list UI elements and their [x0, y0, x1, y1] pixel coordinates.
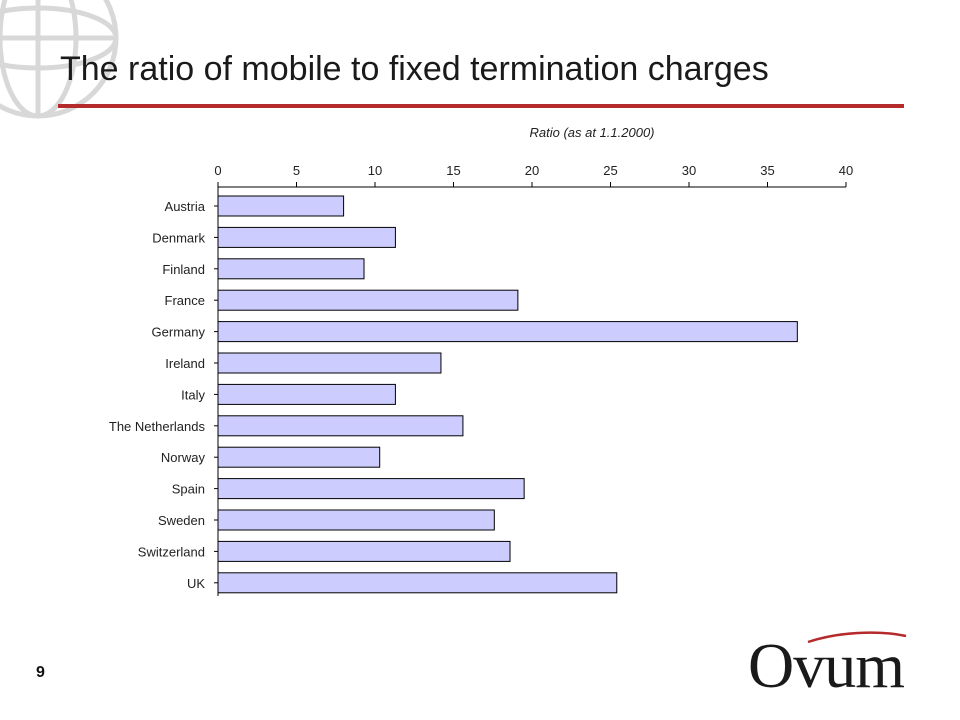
x-tick-label: 15: [446, 163, 460, 178]
x-tick-label: 35: [760, 163, 774, 178]
globe-watermark-icon: [0, 0, 119, 119]
bar-the-netherlands: [217, 415, 464, 437]
x-tick-label: 0: [214, 163, 221, 178]
x-tick-label: 30: [682, 163, 696, 178]
page-number: 9: [36, 664, 45, 681]
x-tick-label: 10: [368, 163, 382, 178]
x-tick-label: 40: [839, 163, 853, 178]
bar-switzerland: [217, 540, 511, 562]
category-label: Norway: [161, 450, 206, 465]
bar-uk: [217, 572, 618, 594]
logo-wordmark: Ovum: [748, 630, 905, 701]
bar-denmark: [217, 226, 396, 248]
x-tick-label: 25: [603, 163, 617, 178]
x-tick-label: 20: [525, 163, 539, 178]
bar-norway: [217, 446, 381, 468]
ovum-logo: Ovum: [748, 628, 907, 698]
category-label: France: [165, 293, 205, 308]
category-label: Austria: [165, 199, 206, 214]
bar-france: [217, 289, 519, 311]
bar-germany: [217, 321, 798, 343]
category-label: Germany: [152, 325, 206, 340]
logo-swoosh-icon: [807, 631, 907, 644]
bar-ireland: [217, 352, 442, 374]
chart-title: Ratio (as at 1.1.2000): [529, 125, 654, 140]
category-label: Finland: [162, 262, 205, 277]
bar-finland: [217, 258, 365, 280]
category-label: Spain: [172, 482, 205, 497]
category-label: Switzerland: [138, 544, 205, 559]
x-tick-label: 5: [293, 163, 300, 178]
bar-sweden: [217, 509, 495, 531]
bar-austria: [217, 195, 345, 217]
category-label: Sweden: [158, 513, 205, 528]
category-label: Italy: [181, 387, 205, 402]
bar-spain: [217, 478, 525, 500]
category-label: UK: [187, 576, 205, 591]
category-label: The Netherlands: [109, 419, 206, 434]
slide-title: The ratio of mobile to fixed termination…: [60, 50, 769, 88]
bar-italy: [217, 383, 396, 405]
category-label: Ireland: [165, 356, 205, 371]
title-divider: [58, 104, 904, 108]
category-label: Denmark: [152, 230, 205, 245]
